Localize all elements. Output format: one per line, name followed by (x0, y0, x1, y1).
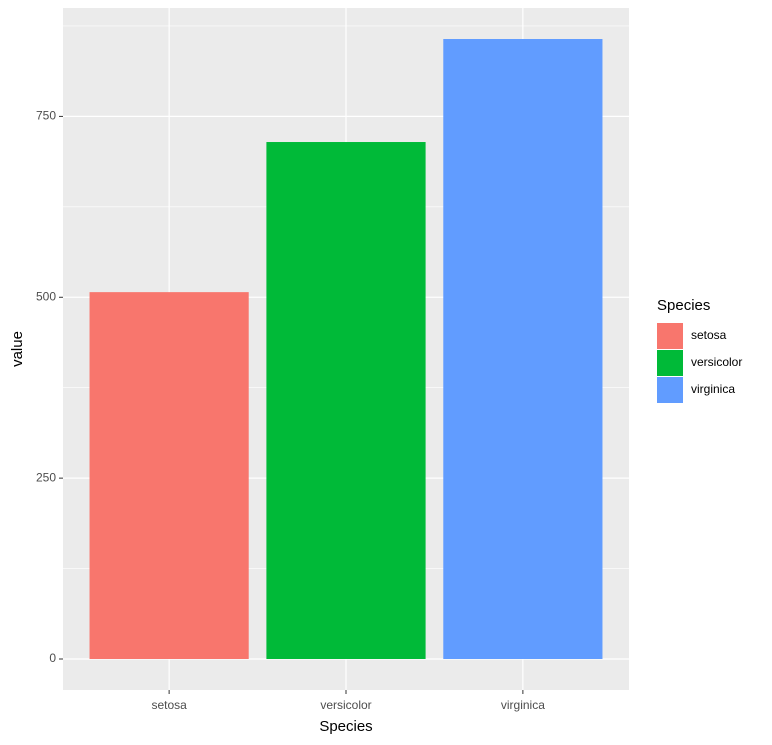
y-tick-label: 250 (36, 470, 56, 484)
y-tick-label: 750 (36, 109, 56, 123)
bar (443, 39, 603, 659)
legend-label: setosa (691, 328, 727, 342)
legend-label: versicolor (691, 355, 742, 369)
x-tick-label: setosa (151, 698, 187, 712)
y-tick-label: 500 (36, 289, 56, 303)
bar (89, 292, 249, 659)
x-axis-title: Species (319, 718, 372, 735)
x-tick-label: versicolor (320, 698, 371, 712)
legend-title: Species (657, 297, 710, 314)
legend-key (657, 377, 683, 403)
y-tick-label: 0 (49, 651, 56, 665)
bar (266, 142, 426, 659)
legend-label: virginica (691, 382, 735, 396)
y-axis-title: value (9, 331, 26, 367)
x-tick-label: virginica (501, 698, 545, 712)
legend-key (657, 350, 683, 376)
legend-key (657, 323, 683, 349)
